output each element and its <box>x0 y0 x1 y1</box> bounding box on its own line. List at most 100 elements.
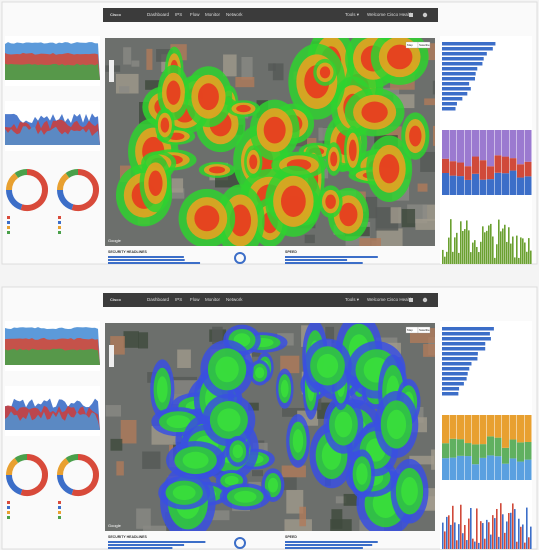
hbar <box>442 327 494 331</box>
building <box>116 461 124 476</box>
stack-bar <box>442 130 449 159</box>
hbar <box>442 62 483 66</box>
spike-bar <box>460 221 462 264</box>
donut-segment <box>14 169 28 178</box>
stack-bar <box>464 456 472 480</box>
building <box>423 488 435 511</box>
nav-link[interactable]: Network <box>226 12 243 17</box>
spike-bar <box>522 524 524 549</box>
chat-icon[interactable] <box>409 298 413 302</box>
stack-bar <box>509 130 517 159</box>
spike-bar <box>508 227 510 264</box>
nav-link[interactable]: Monitor <box>205 12 221 17</box>
heat-blob <box>224 475 239 486</box>
stack-bar <box>464 415 472 444</box>
spike-bar <box>456 540 458 549</box>
map-button-label: Map <box>407 43 413 47</box>
spike-bar <box>514 257 516 264</box>
spike-bar <box>474 240 476 264</box>
building <box>110 438 123 451</box>
spike-bar <box>454 522 456 549</box>
legend-swatch <box>7 501 10 504</box>
donut-segment <box>65 169 79 178</box>
stack-bar <box>509 158 517 171</box>
donut-segment <box>20 454 48 496</box>
chat-icon[interactable] <box>409 13 413 17</box>
nav-link[interactable]: Monitor <box>205 297 221 302</box>
spike-bar <box>502 228 504 264</box>
stack-bar <box>464 130 472 167</box>
spike-bar <box>526 507 528 549</box>
spike-bar <box>496 244 498 264</box>
nav-link[interactable]: Flow <box>190 297 200 302</box>
nav-link[interactable]: Flow <box>190 12 200 17</box>
nav-link[interactable]: IPS <box>175 297 182 302</box>
stack-bar <box>472 173 479 195</box>
building <box>146 48 153 70</box>
building <box>105 405 121 417</box>
building <box>415 218 435 230</box>
map[interactable]: Map Satellite Google <box>105 25 454 263</box>
stack-bar <box>509 439 517 459</box>
building <box>272 63 284 81</box>
heat-blob <box>229 204 252 237</box>
heat-blob <box>292 429 304 453</box>
hbar <box>442 92 468 96</box>
nav-link[interactable]: Dashboard <box>147 12 170 17</box>
map-button[interactable] <box>417 41 431 49</box>
tools-menu[interactable]: Tools ▾ <box>345 297 360 302</box>
building <box>420 151 435 172</box>
nav-link[interactable]: Dashboard <box>147 297 170 302</box>
heat-blob <box>356 463 368 485</box>
nav-link[interactable]: Network <box>226 297 243 302</box>
spike-bar <box>476 246 478 264</box>
heat-blob <box>215 356 239 383</box>
logo: Cisco <box>110 297 121 302</box>
building <box>424 98 435 106</box>
settings-icon[interactable] <box>422 297 428 303</box>
legend-swatch <box>7 221 10 224</box>
map-zoom[interactable] <box>109 60 114 82</box>
map-button[interactable] <box>417 326 431 334</box>
spike-bar <box>442 249 444 264</box>
progress-bar <box>108 256 184 258</box>
heat-blob <box>263 116 286 144</box>
map-button-label: Satellite <box>419 328 430 332</box>
stack-bar <box>494 456 502 480</box>
spike-bar <box>458 252 460 264</box>
building <box>143 525 171 531</box>
settings-icon[interactable] <box>422 12 428 18</box>
progress-bar <box>108 547 173 549</box>
spike-bar <box>450 219 452 264</box>
spike-bar <box>472 538 474 549</box>
spike-bar <box>504 532 506 549</box>
building <box>433 125 435 146</box>
spike-bar <box>464 229 466 264</box>
donut-segment <box>57 458 70 476</box>
spike-bar <box>474 541 476 549</box>
progress-bar <box>285 544 373 546</box>
donut-segment <box>20 169 48 211</box>
panel-heading: SECURITY HEADLINES <box>108 535 147 539</box>
hbar <box>442 337 491 341</box>
heat-blob <box>316 353 339 378</box>
stack-bar <box>442 158 449 173</box>
building <box>119 86 130 93</box>
spike-bar <box>496 508 498 549</box>
map[interactable]: Map Satellite Google <box>105 313 453 546</box>
legend-swatch <box>58 226 61 229</box>
spike-bar <box>506 241 508 264</box>
spike-bar <box>452 251 454 264</box>
tools-menu[interactable]: Tools ▾ <box>345 12 360 17</box>
map-zoom[interactable] <box>109 345 114 367</box>
spike-bar <box>484 538 486 549</box>
building <box>376 228 403 246</box>
spike-bar <box>464 525 466 549</box>
building <box>299 506 307 527</box>
welcome: Welcome Cisco Health <box>367 297 413 302</box>
building <box>284 519 312 531</box>
spike-bar <box>472 242 474 264</box>
legend-swatch <box>7 506 10 509</box>
nav-link[interactable]: IPS <box>175 12 182 17</box>
gauge <box>234 537 246 549</box>
